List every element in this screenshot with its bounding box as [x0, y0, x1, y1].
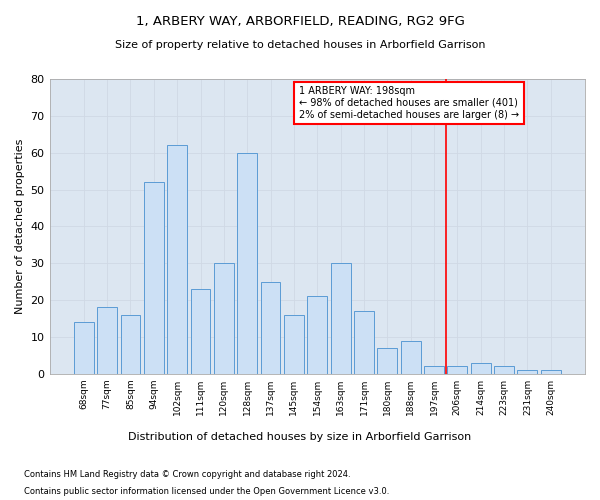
Bar	[97, 308, 117, 374]
Bar	[284, 315, 304, 374]
Bar	[214, 263, 234, 374]
Bar	[307, 296, 327, 374]
Text: 1 ARBERY WAY: 198sqm
← 98% of detached houses are smaller (401)
2% of semi-detac: 1 ARBERY WAY: 198sqm ← 98% of detached h…	[299, 86, 519, 120]
Bar	[144, 182, 164, 374]
Bar	[331, 263, 350, 374]
Text: Distribution of detached houses by size in Arborfield Garrison: Distribution of detached houses by size …	[128, 432, 472, 442]
Bar	[541, 370, 560, 374]
Bar	[354, 311, 374, 374]
Bar	[167, 146, 187, 374]
Bar	[401, 340, 421, 374]
Bar	[238, 152, 257, 374]
Bar	[494, 366, 514, 374]
Bar	[424, 366, 444, 374]
Bar	[74, 322, 94, 374]
Bar	[121, 315, 140, 374]
Bar	[448, 366, 467, 374]
Bar	[471, 362, 491, 374]
Bar	[260, 282, 280, 374]
Text: Contains public sector information licensed under the Open Government Licence v3: Contains public sector information licen…	[24, 488, 389, 496]
Text: Contains HM Land Registry data © Crown copyright and database right 2024.: Contains HM Land Registry data © Crown c…	[24, 470, 350, 479]
Bar	[517, 370, 538, 374]
Text: 1, ARBERY WAY, ARBORFIELD, READING, RG2 9FG: 1, ARBERY WAY, ARBORFIELD, READING, RG2 …	[136, 15, 464, 28]
Bar	[377, 348, 397, 374]
Text: Size of property relative to detached houses in Arborfield Garrison: Size of property relative to detached ho…	[115, 40, 485, 50]
Bar	[191, 289, 211, 374]
Y-axis label: Number of detached properties: Number of detached properties	[15, 138, 25, 314]
